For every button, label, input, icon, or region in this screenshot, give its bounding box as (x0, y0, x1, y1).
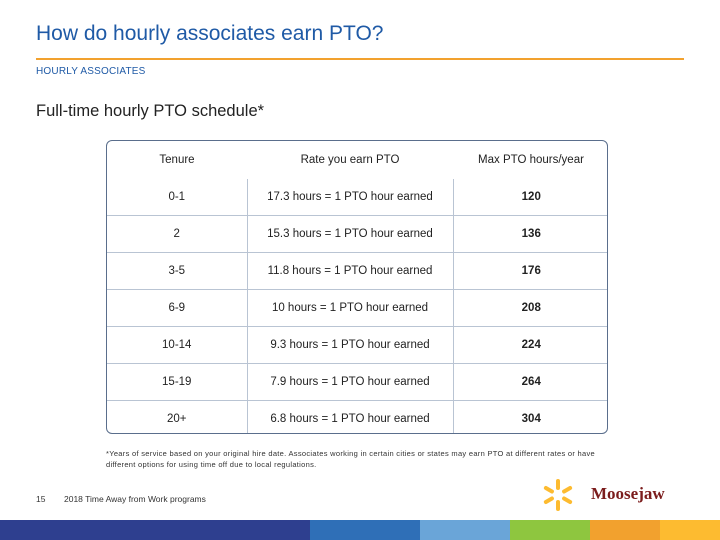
table-row: 6-9 10 hours = 1 PTO hour earned 208 (107, 289, 607, 327)
max-hours-cell: 304 (453, 400, 607, 433)
rate-cell: 17.3 hours = 1 PTO hour earned (247, 179, 454, 216)
max-hours-cell: 264 (453, 363, 607, 401)
rate-cell: 9.3 hours = 1 PTO hour earned (247, 326, 454, 364)
tenure-cell: 20+ (107, 400, 248, 433)
table-header-row: Tenure Rate you earn PTO Max PTO hours/y… (107, 141, 607, 179)
tenure-cell: 10-14 (107, 326, 248, 364)
max-hours-cell: 136 (453, 215, 607, 253)
table-row: 10-14 9.3 hours = 1 PTO hour earned 224 (107, 326, 607, 364)
table-row: 20+ 6.8 hours = 1 PTO hour earned 304 (107, 400, 607, 433)
subheading: HOURLY ASSOCIATES (36, 66, 146, 77)
rate-cell: 6.8 hours = 1 PTO hour earned (247, 400, 454, 433)
rate-cell: 7.9 hours = 1 PTO hour earned (247, 363, 454, 401)
rate-cell: 11.8 hours = 1 PTO hour earned (247, 252, 454, 290)
walmart-spark-icon (543, 479, 573, 511)
max-hours-cell: 224 (453, 326, 607, 364)
table-row: 2 15.3 hours = 1 PTO hour earned 136 (107, 215, 607, 253)
rate-cell: 15.3 hours = 1 PTO hour earned (247, 215, 454, 253)
header-max-hours: Max PTO hours/year (478, 154, 584, 166)
page-title: How do hourly associates earn PTO? (36, 22, 384, 45)
tenure-cell: 6-9 (107, 289, 248, 327)
max-hours-cell: 120 (521, 191, 541, 203)
bar-segment-light-blue (420, 520, 510, 540)
page-number: 15 (36, 494, 46, 504)
header-tenure: Tenure (159, 154, 195, 166)
bar-segment-navy (0, 520, 310, 540)
bar-segment-green (510, 520, 590, 540)
table-row: 0-1 17.3 hours = 1 PTO hour earned 120 (107, 179, 607, 216)
bar-segment-blue (310, 520, 420, 540)
bar-segment-yellow (660, 520, 720, 540)
section-title: Full-time hourly PTO schedule* (36, 102, 265, 120)
tenure-cell: 0-1 (107, 179, 248, 216)
footer-color-bar (0, 520, 720, 540)
max-hours-cell: 176 (453, 252, 607, 290)
footnote: *Years of service based on your original… (106, 449, 595, 469)
tenure-cell: 15-19 (107, 363, 248, 401)
tenure-cell: 2 (107, 215, 248, 253)
footer-text: 2018 Time Away from Work programs (64, 494, 206, 504)
max-hours-cell: 208 (453, 289, 607, 327)
title-divider (36, 58, 684, 60)
table-row: 3-5 11.8 hours = 1 PTO hour earned 176 (107, 252, 607, 290)
table-row: 15-19 7.9 hours = 1 PTO hour earned 264 (107, 363, 607, 401)
bar-segment-orange (590, 520, 660, 540)
rate-cell: 10 hours = 1 PTO hour earned (247, 289, 454, 327)
moosejaw-logo: Moosejaw (591, 484, 665, 503)
pto-schedule-table: Tenure Rate you earn PTO Max PTO hours/y… (106, 140, 608, 434)
tenure-cell: 3-5 (107, 252, 248, 290)
header-rate: Rate you earn PTO (300, 154, 400, 166)
